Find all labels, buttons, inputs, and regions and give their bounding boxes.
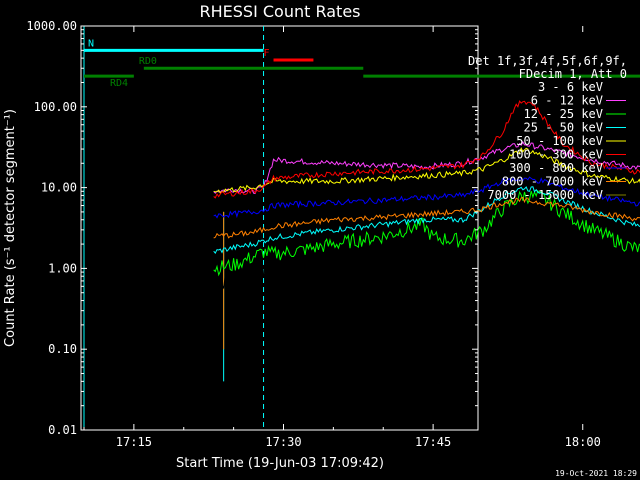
- series-line-7: [213, 196, 640, 239]
- axes: 17:1517:3017:4518:0018:1518:3018:450.010…: [26, 19, 601, 449]
- x-tick-label-0: 17:15: [116, 435, 152, 449]
- y-tick-label-2: 1.00: [48, 261, 77, 275]
- legend: Det 1f,3f,4f,5f,6f,9f,FDecim 1, Att 03 -…: [468, 54, 627, 202]
- x-tick-label-1: 17:30: [265, 435, 301, 449]
- state-bar-label-4: RD0: [139, 56, 157, 67]
- x-tick-label-2: 17:45: [415, 435, 451, 449]
- legend-label-4: 50 - 100 keV: [516, 134, 603, 148]
- y-tick-label-0: 0.01: [48, 423, 77, 437]
- state-bar-label-2: F: [264, 48, 270, 59]
- legend-label-6: 300 - 800 keV: [509, 161, 603, 175]
- series-line-5: [213, 100, 640, 199]
- state-bar-label-5: RD4: [110, 78, 128, 89]
- legend-label-1: 6 - 12 keV: [531, 94, 603, 108]
- overlay-layer: NFSRD0RD4: [83, 26, 640, 430]
- series-line-1: [213, 140, 640, 195]
- y-tick-label-5: 1000.00: [26, 19, 77, 33]
- plot-area: [80, 25, 479, 431]
- y-tick-label-3: 10.00: [41, 181, 77, 195]
- series-line-3: [213, 186, 640, 255]
- series-layer: [213, 100, 640, 297]
- chart-title: RHESSI Count Rates: [200, 2, 361, 21]
- plot-frame: [80, 25, 479, 431]
- legend-label-2: 12 - 25 keV: [524, 107, 603, 121]
- series-line-6: [213, 176, 640, 219]
- legend-label-5: 100 - 300 keV: [509, 148, 603, 162]
- legend-label-8: 7000 - 15000 keV: [487, 188, 603, 202]
- legend-label-7: 800 - 7000 keV: [502, 175, 603, 189]
- y-axis-label: Count Rate (s⁻¹ detector segment⁻¹): [3, 109, 18, 347]
- legend-header-0: Det 1f,3f,4f,5f,6f,9f,: [468, 54, 627, 68]
- series-line-4: [213, 147, 640, 194]
- x-tick-label-3: 18:00: [565, 435, 601, 449]
- series-line-0: [213, 125, 640, 297]
- y-tick-label-4: 100.00: [34, 100, 77, 114]
- legend-label-0: 3 - 6 keV: [538, 80, 603, 94]
- state-bar-label-0: N: [88, 38, 94, 49]
- series-line-2: [213, 189, 640, 277]
- legend-label-3: 25 - 50 keV: [524, 121, 603, 135]
- y-tick-label-1: 0.10: [48, 342, 77, 356]
- legend-header-1: FDecim 1, Att 0: [519, 67, 627, 81]
- footer-timestamp: 19-Oct-2021 18:29: [555, 469, 637, 478]
- x-axis-label: Start Time (19-Jun-03 17:09:42): [176, 456, 384, 471]
